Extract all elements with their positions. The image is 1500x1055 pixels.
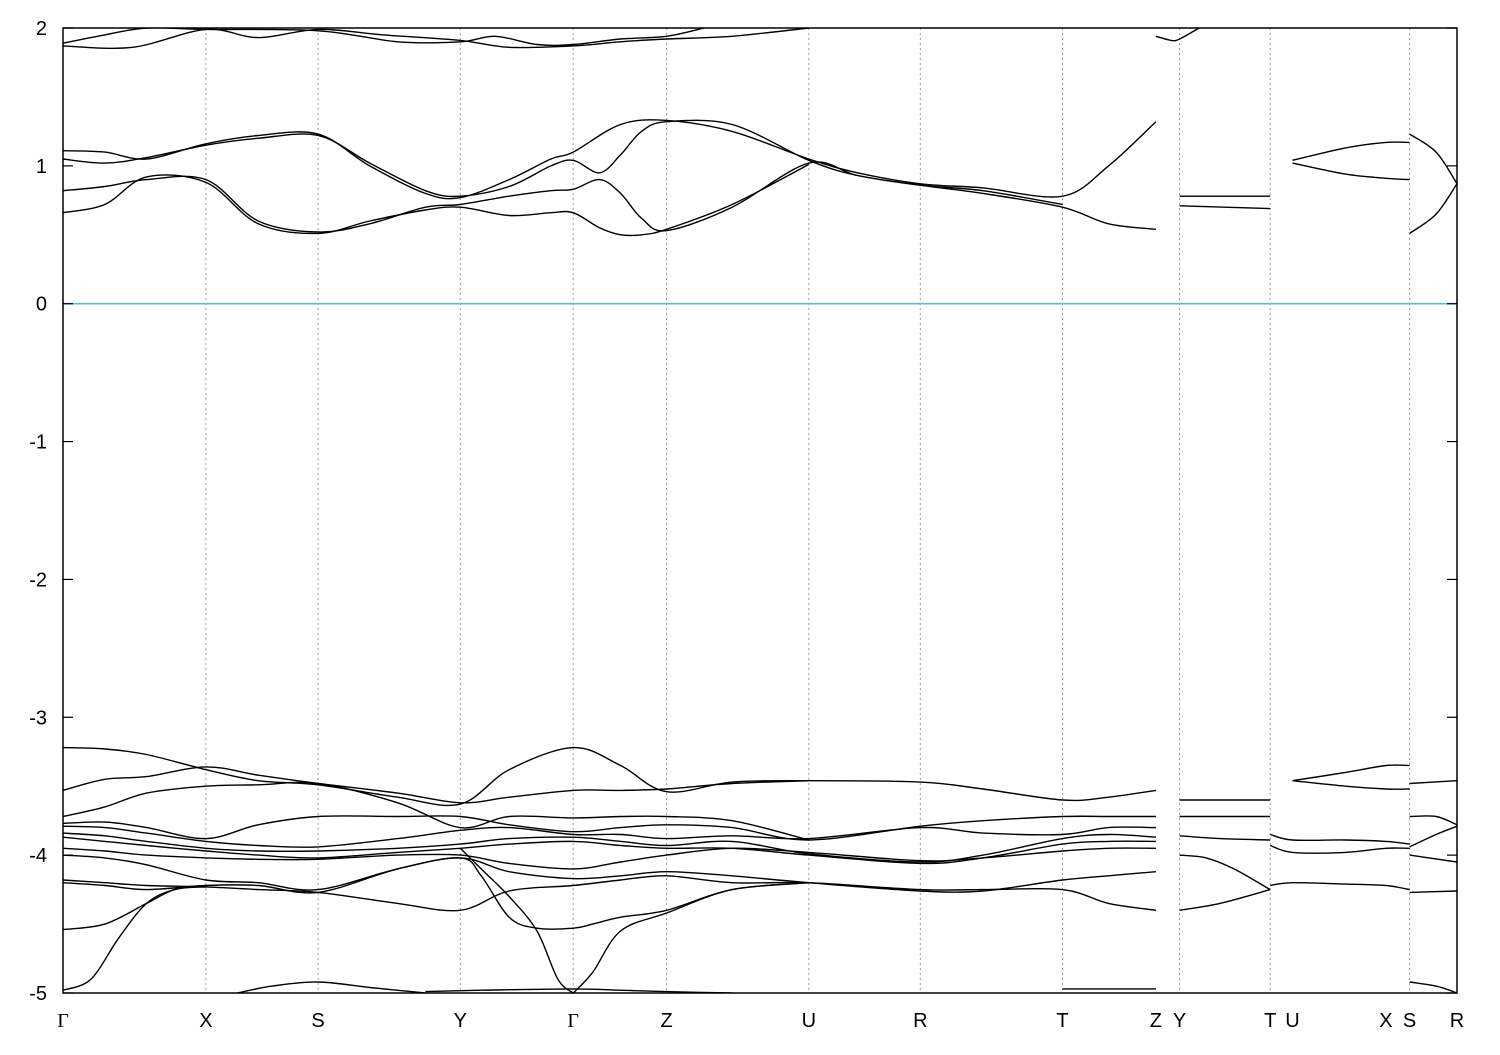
band-line-42: [1409, 815, 1457, 826]
band-line-9: [1292, 141, 1410, 161]
x-tick-label-7: R: [913, 1010, 927, 1032]
band-line-36: [1270, 833, 1410, 845]
band-line-21: [63, 854, 1156, 893]
band-lines: [63, 28, 1457, 993]
x-tick-label-5: Z: [660, 1010, 672, 1032]
band-line-33: [1179, 835, 1271, 841]
y-tick-label-6: -4: [29, 845, 47, 867]
band-line-41: [1409, 780, 1457, 785]
band-line-44: [1409, 854, 1457, 863]
band-line-17: [63, 825, 1156, 848]
band-line-46: [1409, 981, 1457, 993]
band-line-20: [63, 847, 1156, 870]
x-tick-label-3: Y: [454, 1010, 467, 1032]
band-line-16: [63, 815, 1156, 841]
band-line-0: [63, 28, 809, 49]
band-line-37: [1269, 844, 1410, 854]
x-tick-label-13: X: [1379, 1010, 1392, 1032]
y-tick-label-7: -5: [29, 983, 47, 1005]
band-line-8: [1179, 205, 1271, 210]
x-tick-label-6: U: [802, 1010, 816, 1032]
x-tick-label-9: Z: [1150, 1010, 1162, 1032]
band-line-5: [63, 161, 1063, 233]
band-line-45: [1409, 890, 1457, 894]
y-tick-label-3: -1: [29, 432, 47, 454]
x-tick-label-0: Γ: [57, 1010, 69, 1032]
band-line-43: [1409, 825, 1457, 848]
band-line-4: [63, 119, 1156, 230]
band-line-12: [1409, 183, 1457, 234]
band-line-11: [1409, 133, 1457, 185]
band-line-40: [1292, 780, 1410, 790]
y-axis-ticks: 2 1 0 -1 -2 -3 -4 -5: [29, 18, 1457, 1005]
band-line-26: [459, 847, 574, 993]
band-line-23: [63, 857, 809, 930]
y-tick-label-0: 2: [36, 18, 47, 40]
band-line-1: [63, 28, 705, 47]
y-tick-label-5: -3: [29, 707, 47, 729]
x-tick-label-4: Γ: [567, 1010, 579, 1032]
band-line-14: [63, 766, 809, 804]
band-line-13: [63, 746, 1156, 807]
y-tick-label-1: 1: [36, 156, 47, 178]
axes-frame: [62, 27, 1458, 994]
plot-frame: [62, 27, 1458, 994]
band-line-6: [63, 163, 810, 237]
x-tick-label-1: X: [199, 1010, 212, 1032]
band-line-22: [63, 875, 1157, 912]
band-line-24: [63, 884, 206, 931]
band-line-35: [1179, 888, 1271, 911]
x-tick-label-14: S: [1403, 1010, 1416, 1032]
x-tick-label-11: T: [1264, 1010, 1276, 1032]
band-line-34: [1179, 854, 1271, 891]
band-line-10: [1292, 162, 1410, 181]
band-line-15: [63, 781, 809, 841]
x-tick-label-8: T: [1056, 1010, 1068, 1032]
band-line-39: [1292, 764, 1410, 782]
band-line-25: [63, 886, 206, 991]
x-tick-label-15: R: [1450, 1010, 1464, 1032]
band-line-27: [572, 882, 809, 993]
y-tick-label-4: -2: [29, 569, 47, 591]
x-tick-label-10: Y: [1173, 1010, 1186, 1032]
x-tick-label-12: U: [1285, 1010, 1299, 1032]
x-tick-label-2: S: [311, 1010, 324, 1032]
band-line-18: [63, 832, 1156, 863]
y-tick-label-2: 0: [36, 294, 47, 316]
band-line-28: [237, 981, 426, 993]
band-line-2: [1155, 28, 1200, 42]
band-line-29: [425, 988, 733, 993]
band-line-3: [63, 119, 1157, 200]
band-line-38: [1270, 881, 1410, 891]
